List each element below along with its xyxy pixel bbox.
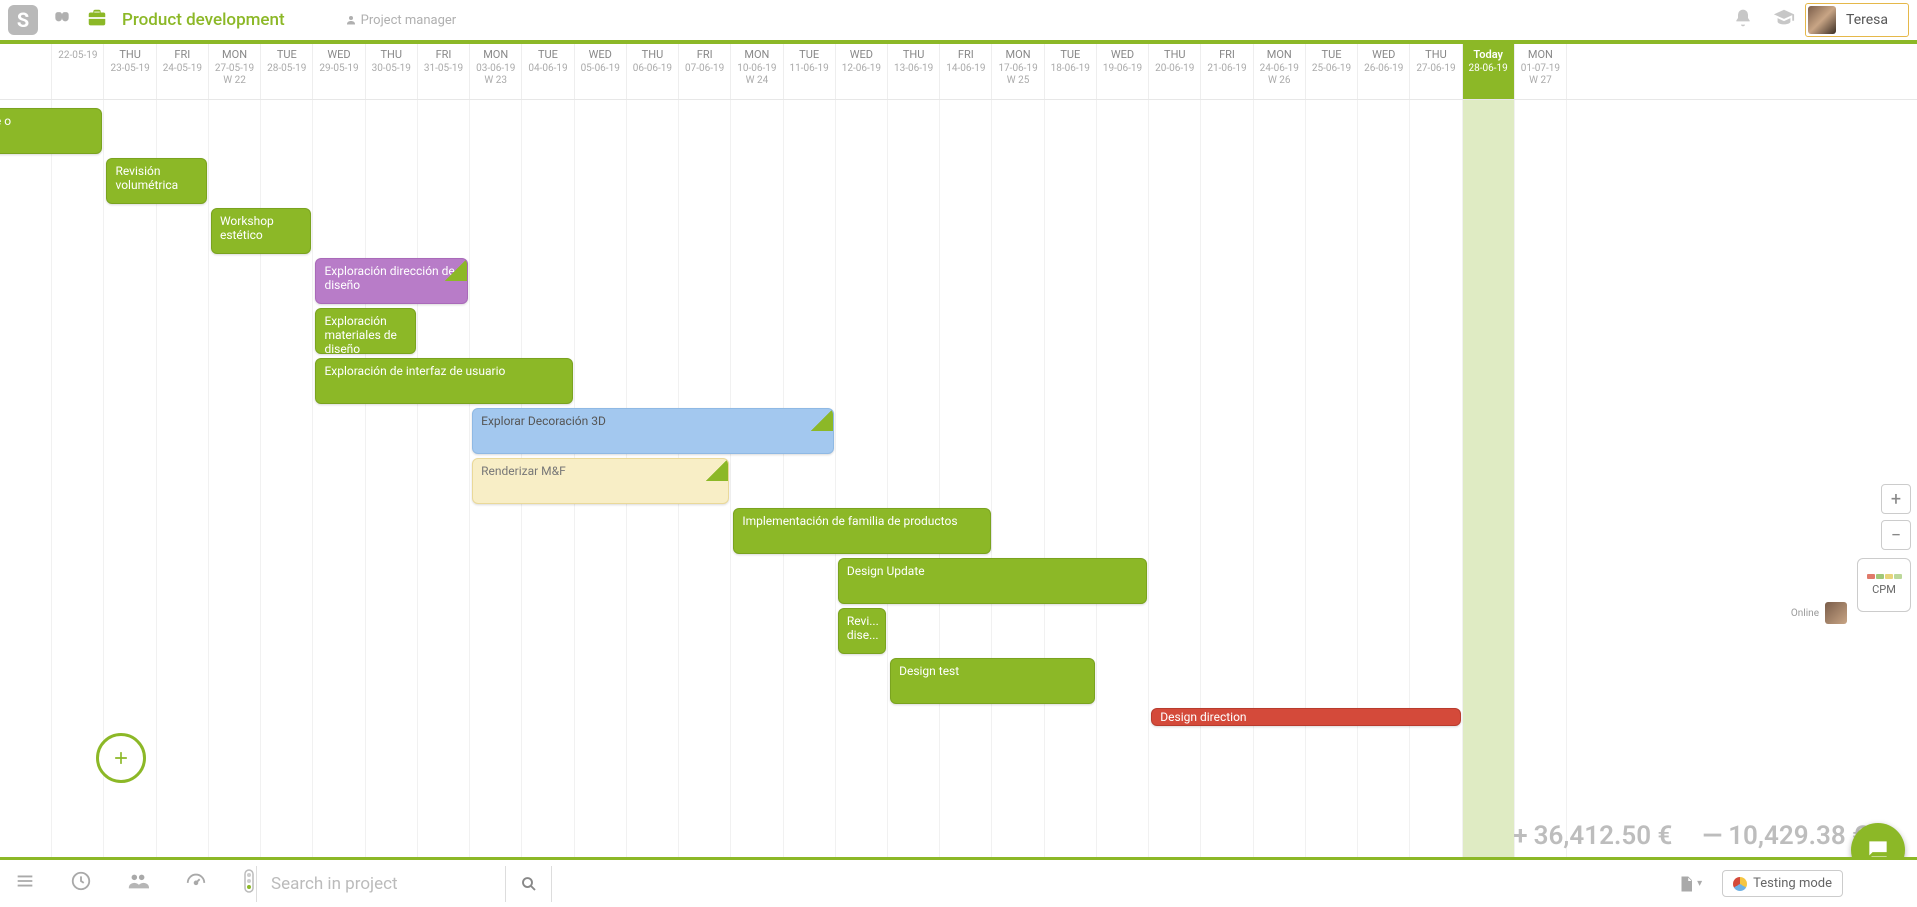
briefcase-icon[interactable] xyxy=(86,7,108,34)
calendar-column[interactable]: THU23-05-19 xyxy=(104,44,156,99)
cpm-button[interactable]: CPM xyxy=(1857,558,1911,612)
calendar-column[interactable]: MON24-06-19W 26 xyxy=(1254,44,1306,99)
list-icon[interactable] xyxy=(14,870,36,897)
project-manager-label[interactable]: Project manager xyxy=(345,13,457,28)
search xyxy=(256,866,552,902)
app-logo[interactable]: S xyxy=(8,5,38,35)
testing-mode-button[interactable]: Testing mode xyxy=(1722,870,1843,897)
calendar-column[interactable]: 22-05-19 xyxy=(52,44,104,99)
gantt-task[interactable]: Revisión volumétrica xyxy=(106,158,206,204)
project-title: Product development xyxy=(122,10,285,30)
user-menu[interactable]: Teresa xyxy=(1805,3,1909,37)
gantt-task[interactable]: Design test xyxy=(890,658,1095,704)
calendar-column[interactable]: FRI07-06-19 xyxy=(679,44,731,99)
zoom-in-button[interactable]: + xyxy=(1881,484,1911,514)
calendar-column[interactable]: TUE11-06-19 xyxy=(784,44,836,99)
zoom-controls: + − xyxy=(1881,484,1911,550)
gantt-task[interactable]: shop de o xyxy=(0,108,102,154)
gantt-task[interactable]: Workshop estético xyxy=(211,208,311,254)
gantt-task[interactable]: Exploración dirección de diseño xyxy=(315,258,468,304)
add-button[interactable] xyxy=(96,733,146,783)
gantt-task[interactable]: Exploración materiales de diseño xyxy=(315,308,415,354)
gantt-task[interactable]: Explorar Decoración 3D xyxy=(472,408,834,454)
traffic-light-icon[interactable] xyxy=(242,869,256,898)
calendar-column[interactable]: THU06-06-19 xyxy=(627,44,679,99)
calendar-column[interactable]: TUE04-06-19 xyxy=(522,44,574,99)
gantt-task[interactable]: Renderizar M&F xyxy=(472,458,729,504)
calendar-column[interactable]: THU30-05-19 xyxy=(366,44,418,99)
gantt-task[interactable]: Design direction xyxy=(1151,708,1460,726)
search-button[interactable] xyxy=(506,866,552,902)
gantt-task[interactable]: Implementación de familia de productos xyxy=(733,508,990,554)
online-text: Online xyxy=(1791,608,1819,619)
calendar-column[interactable]: FRI24-05-19 xyxy=(157,44,209,99)
total-expense: 10,429.38 € xyxy=(1702,821,1867,851)
calendar-column[interactable]: MON27-05-19W 22 xyxy=(209,44,261,99)
totals: 36,412.50 € 10,429.38 € xyxy=(1513,821,1867,851)
calendar-column[interactable]: WED29-05-19 xyxy=(313,44,365,99)
testing-dot-icon xyxy=(1733,877,1747,891)
team-icon[interactable] xyxy=(126,870,150,897)
calendar-column[interactable]: WED05-06-19 xyxy=(575,44,627,99)
graduation-cap-icon[interactable] xyxy=(1773,7,1795,34)
online-indicator: Online xyxy=(1791,602,1847,624)
zoom-out-button[interactable]: − xyxy=(1881,520,1911,550)
calendar-column[interactable]: WED12-06-19 xyxy=(836,44,888,99)
calendar-column[interactable]: WED26-06-19 xyxy=(1358,44,1410,99)
cpm-label: CPM xyxy=(1872,583,1896,596)
calendar-column[interactable]: FRI31-05-19 xyxy=(418,44,470,99)
gauge-icon[interactable] xyxy=(184,870,208,897)
calendar-column[interactable]: TUE28-05-19 xyxy=(261,44,313,99)
calendar-column[interactable]: WED19-06-19 xyxy=(1097,44,1149,99)
gantt-task[interactable]: Revi... dise... xyxy=(838,608,886,654)
calendar-column[interactable]: FRI21-06-19 xyxy=(1201,44,1253,99)
calendar-header: 22-05-19THU23-05-19FRI24-05-19MON27-05-1… xyxy=(0,44,1917,100)
timeline: 22-05-19THU23-05-19FRI24-05-19MON27-05-1… xyxy=(0,44,1917,857)
calendar-column[interactable]: MON03-06-19W 23 xyxy=(470,44,522,99)
document-menu-icon[interactable]: ▾ xyxy=(1677,873,1702,895)
calendar-column[interactable]: TUE25-06-19 xyxy=(1306,44,1358,99)
gantt-task[interactable]: Exploración de interfaz de usuario xyxy=(315,358,572,404)
calendar-column[interactable]: THU20-06-19 xyxy=(1149,44,1201,99)
binoculars-icon[interactable] xyxy=(52,8,72,33)
user-name: Teresa xyxy=(1846,12,1888,28)
gantt-task[interactable]: Design Update xyxy=(838,558,1147,604)
top-bar: S Product development Project manager Te… xyxy=(0,0,1917,44)
calendar-column[interactable]: MON10-06-19W 24 xyxy=(731,44,783,99)
bell-icon[interactable] xyxy=(1733,8,1753,33)
gantt-body: shop de oRevisión volumétricaWorkshop es… xyxy=(0,100,1917,857)
cpm-bars-icon xyxy=(1867,574,1902,579)
calendar-column[interactable]: MON17-06-19W 25 xyxy=(992,44,1044,99)
role-text: Project manager xyxy=(361,13,457,28)
calendar-column[interactable]: MON01-07-19W 27 xyxy=(1515,44,1567,99)
bottom-bar: ▾ Testing mode xyxy=(0,857,1917,907)
calendar-column[interactable]: FRI14-06-19 xyxy=(940,44,992,99)
search-input[interactable] xyxy=(256,866,506,902)
testing-label: Testing mode xyxy=(1753,876,1832,891)
online-avatar[interactable] xyxy=(1825,602,1847,624)
avatar xyxy=(1808,6,1836,34)
calendar-column[interactable]: THU27-06-19 xyxy=(1410,44,1462,99)
calendar-column[interactable]: THU13-06-19 xyxy=(888,44,940,99)
calendar-column[interactable]: Today28-06-19 xyxy=(1463,44,1515,99)
calendar-column[interactable]: TUE18-06-19 xyxy=(1045,44,1097,99)
clock-icon[interactable] xyxy=(70,870,92,897)
total-income: 36,412.50 € xyxy=(1513,821,1672,851)
calendar-column[interactable] xyxy=(0,44,52,99)
